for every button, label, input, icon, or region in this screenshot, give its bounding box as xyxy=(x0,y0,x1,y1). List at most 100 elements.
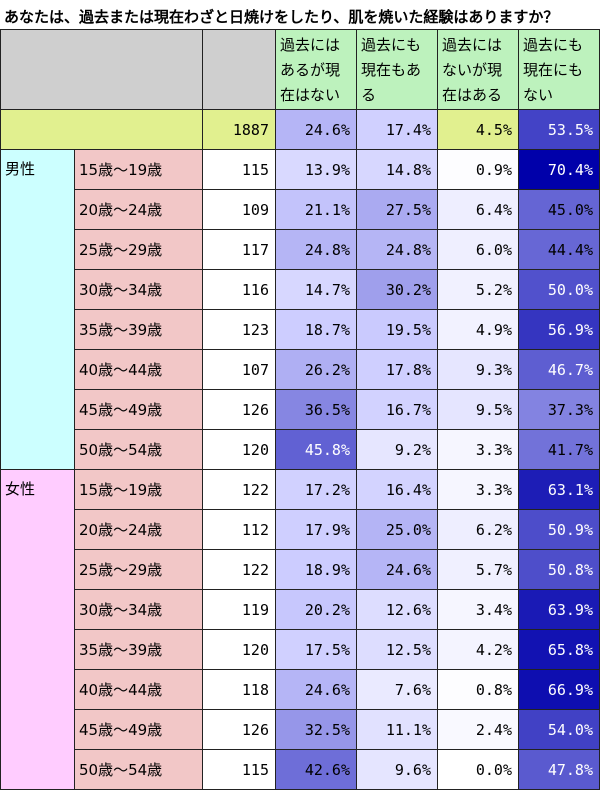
percent-cell: 4.2% xyxy=(437,629,519,670)
percent-cell: 25.0% xyxy=(356,509,438,550)
sample-size: 122 xyxy=(202,469,276,510)
sample-size: 118 xyxy=(202,669,276,710)
percent-cell: 24.8% xyxy=(356,229,438,270)
percent-cell: 3.3% xyxy=(437,429,519,470)
table-row: 男性 15歳～19歳 115 13.9% 14.8% 0.9% 70.4% xyxy=(0,149,600,470)
percent-cell: 44.4% xyxy=(518,229,600,270)
age-label: 35歳～39歳 xyxy=(74,309,203,350)
percent-cell: 0.8% xyxy=(437,669,519,710)
header-row: 過去にはあるが現在はない 過去にも現在もある 過去にはないが現在はある 過去にも… xyxy=(0,29,600,110)
percent-cell: 19.5% xyxy=(356,309,438,350)
header-col-3: 過去にはないが現在はある xyxy=(437,29,519,110)
page-title: あなたは、過去または現在わざと日焼けをしたり、肌を焼いた経験はありますか？ xyxy=(4,8,559,26)
total-value-4: 53.5% xyxy=(518,109,600,150)
percent-cell: 0.0% xyxy=(437,749,519,790)
table-row: 50歳～54歳 115 42.6% 9.6% 0.0% 47.8% xyxy=(1,749,600,790)
table-row: 35歳～39歳 123 18.7% 19.5% 4.9% 56.9% xyxy=(1,309,600,350)
percent-cell: 12.5% xyxy=(356,629,438,670)
age-label: 25歳～29歳 xyxy=(74,229,203,270)
table-row: 30歳～34歳 119 20.2% 12.6% 3.4% 63.9% xyxy=(1,589,600,630)
percent-cell: 11.1% xyxy=(356,709,438,750)
age-label: 20歳～24歳 xyxy=(74,189,203,230)
total-n: 1887 xyxy=(202,109,276,150)
percent-cell: 9.6% xyxy=(356,749,438,790)
total-value-2: 17.4% xyxy=(356,109,438,150)
header-col-2: 過去にも現在もある xyxy=(356,29,438,110)
percent-cell: 9.2% xyxy=(356,429,438,470)
sample-size: 122 xyxy=(202,549,276,590)
sample-size: 126 xyxy=(202,709,276,750)
table-row: 45歳～49歳 126 32.5% 11.1% 2.4% 54.0% xyxy=(1,709,600,750)
header-corner xyxy=(0,29,203,110)
percent-cell: 17.5% xyxy=(275,629,357,670)
group-label: 女性 xyxy=(0,469,75,790)
percent-cell: 14.7% xyxy=(275,269,357,310)
percent-cell: 41.7% xyxy=(518,429,600,470)
percent-cell: 50.9% xyxy=(518,509,600,550)
percent-cell: 16.7% xyxy=(356,389,438,430)
percent-cell: 27.5% xyxy=(356,189,438,230)
sample-size: 120 xyxy=(202,629,276,670)
total-value-3: 4.5% xyxy=(437,109,519,150)
header-n-blank xyxy=(202,29,276,110)
table-row: 45歳～49歳 126 36.5% 16.7% 9.5% 37.3% xyxy=(1,389,600,430)
percent-cell: 17.2% xyxy=(275,469,357,510)
table-row: 女性 15歳～19歳 122 17.2% 16.4% 3.3% 63.1% xyxy=(0,469,600,790)
percent-cell: 37.3% xyxy=(518,389,600,430)
total-label-cell xyxy=(0,109,203,150)
total-row: 1887 24.6% 17.4% 4.5% 53.5% xyxy=(0,109,600,150)
percent-cell: 30.2% xyxy=(356,269,438,310)
table-row: 20歳～24歳 112 17.9% 25.0% 6.2% 50.9% xyxy=(1,509,600,550)
table-row: 50歳～54歳 120 45.8% 9.2% 3.3% 41.7% xyxy=(1,429,600,470)
header-col-1: 過去にはあるが現在はない xyxy=(275,29,357,110)
percent-cell: 16.4% xyxy=(356,469,438,510)
sample-size: 115 xyxy=(202,749,276,790)
percent-cell: 50.8% xyxy=(518,549,600,590)
percent-cell: 13.9% xyxy=(275,149,357,190)
percent-cell: 2.4% xyxy=(437,709,519,750)
percent-cell: 20.2% xyxy=(275,589,357,630)
header-col-4: 過去にも現在にもない xyxy=(518,29,600,110)
percent-cell: 0.9% xyxy=(437,149,519,190)
table-row: 35歳～39歳 120 17.5% 12.5% 4.2% 65.8% xyxy=(1,629,600,670)
percent-cell: 6.2% xyxy=(437,509,519,550)
sample-size: 115 xyxy=(202,149,276,190)
age-label: 40歳～44歳 xyxy=(74,669,203,710)
sample-size: 120 xyxy=(202,429,276,470)
percent-cell: 70.4% xyxy=(518,149,600,190)
percent-cell: 18.7% xyxy=(275,309,357,350)
percent-cell: 17.8% xyxy=(356,349,438,390)
percent-cell: 17.9% xyxy=(275,509,357,550)
percent-cell: 26.2% xyxy=(275,349,357,390)
percent-cell: 5.7% xyxy=(437,549,519,590)
table-row: 30歳～34歳 116 14.7% 30.2% 5.2% 50.0% xyxy=(1,269,600,310)
percent-cell: 47.8% xyxy=(518,749,600,790)
results-table: 過去にはあるが現在はない 過去にも現在もある 過去にはないが現在はある 過去にも… xyxy=(0,29,600,790)
percent-cell: 24.6% xyxy=(275,669,357,710)
percent-cell: 7.6% xyxy=(356,669,438,710)
percent-cell: 9.3% xyxy=(437,349,519,390)
percent-cell: 65.8% xyxy=(518,629,600,670)
percent-cell: 36.5% xyxy=(275,389,357,430)
percent-cell: 21.1% xyxy=(275,189,357,230)
sample-size: 112 xyxy=(202,509,276,550)
percent-cell: 42.6% xyxy=(275,749,357,790)
age-label: 45歳～49歳 xyxy=(74,389,203,430)
percent-cell: 9.5% xyxy=(437,389,519,430)
age-label: 30歳～34歳 xyxy=(74,269,203,310)
percent-cell: 56.9% xyxy=(518,309,600,350)
percent-cell: 63.9% xyxy=(518,589,600,630)
table-row: 40歳～44歳 118 24.6% 7.6% 0.8% 66.9% xyxy=(1,669,600,710)
age-label: 15歳～19歳 xyxy=(74,149,203,190)
percent-cell: 54.0% xyxy=(518,709,600,750)
percent-cell: 18.9% xyxy=(275,549,357,590)
age-label: 15歳～19歳 xyxy=(74,469,203,510)
percent-cell: 6.4% xyxy=(437,189,519,230)
sample-size: 126 xyxy=(202,389,276,430)
age-label: 35歳～39歳 xyxy=(74,629,203,670)
table-row: 25歳～29歳 122 18.9% 24.6% 5.7% 50.8% xyxy=(1,549,600,590)
table-body: 過去にはあるが現在はない 過去にも現在もある 過去にはないが現在はある 過去にも… xyxy=(0,29,600,790)
percent-cell: 24.6% xyxy=(356,549,438,590)
age-label: 40歳～44歳 xyxy=(74,349,203,390)
sample-size: 109 xyxy=(202,189,276,230)
